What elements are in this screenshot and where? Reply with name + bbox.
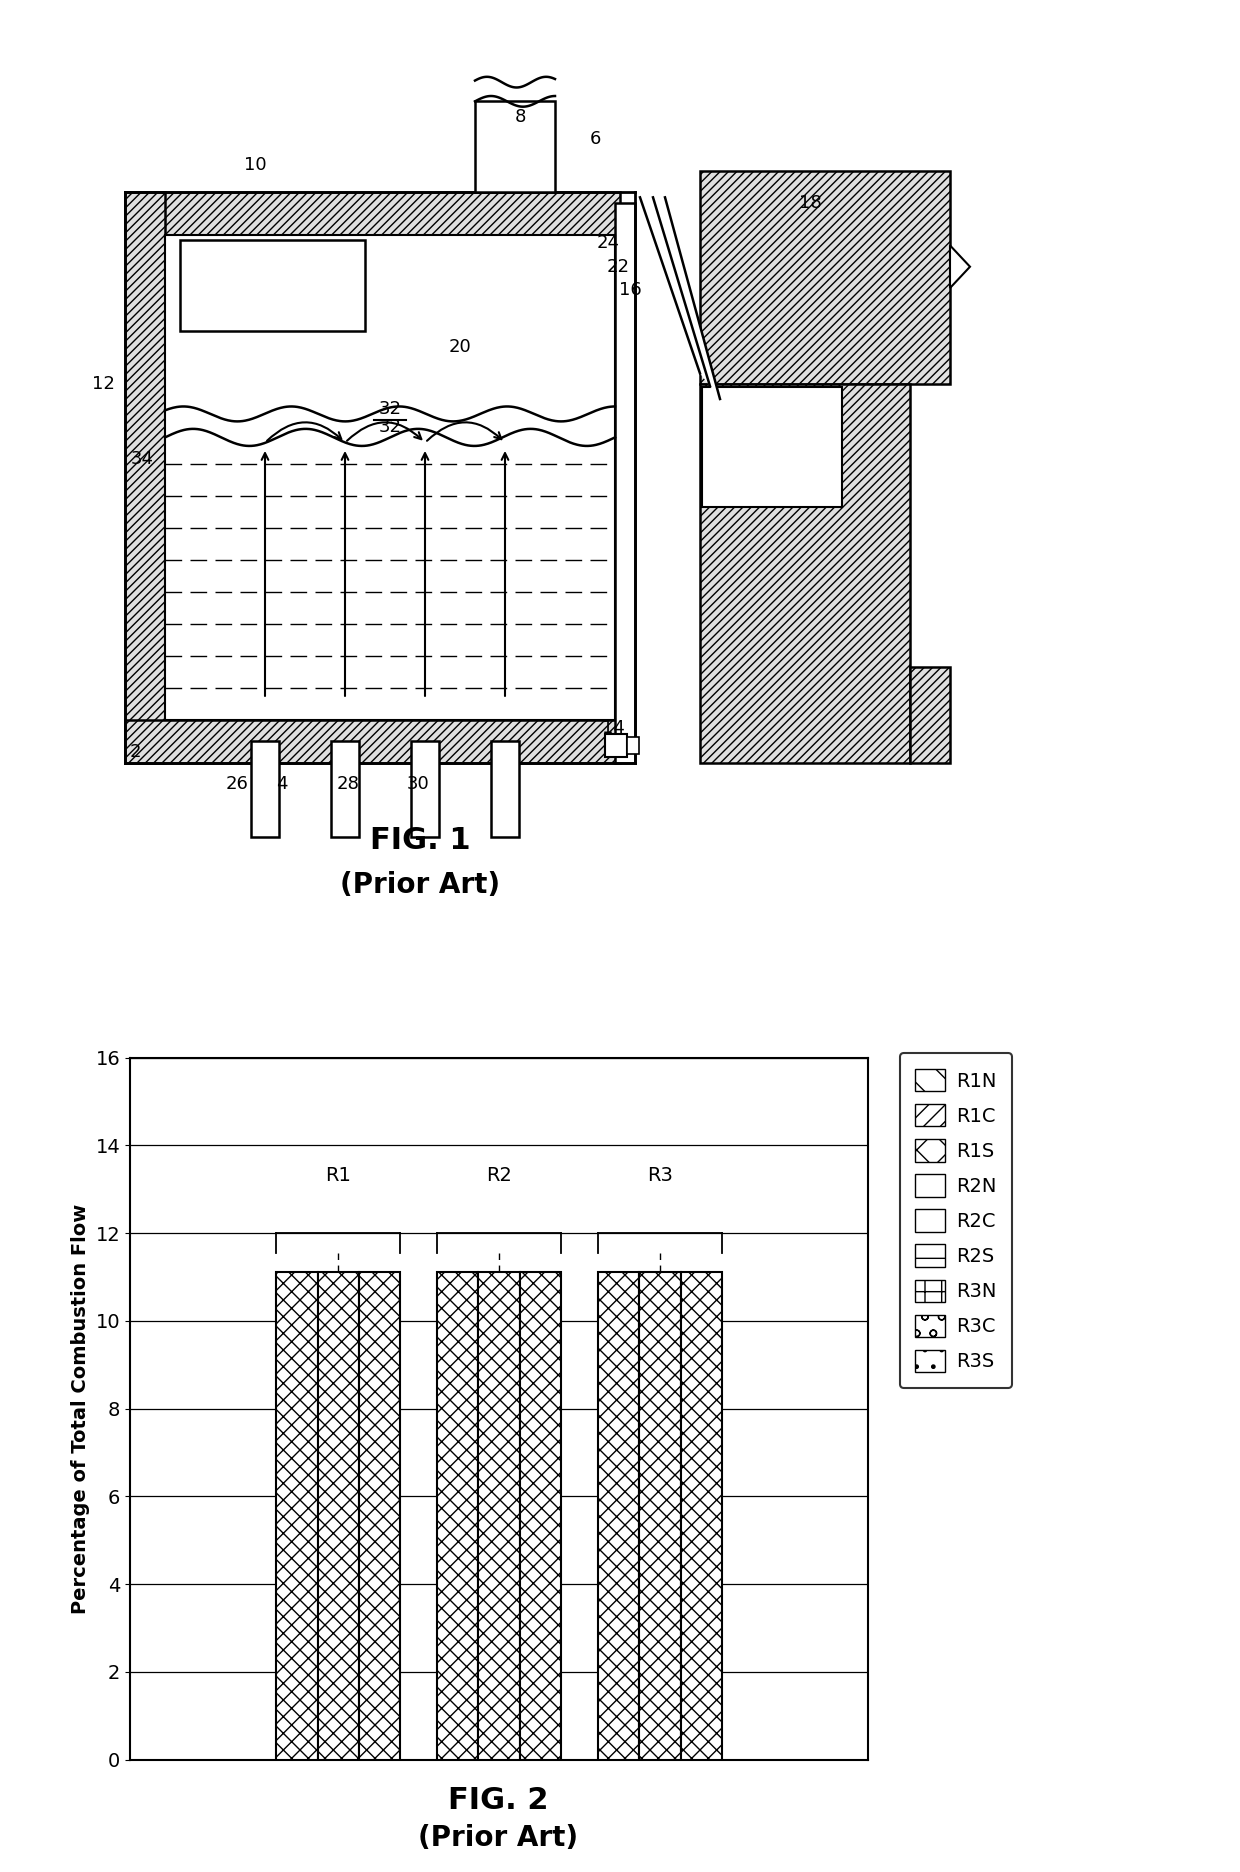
Text: 18: 18 [799, 193, 821, 212]
Text: 24: 24 [596, 234, 620, 253]
Bar [479, 1273, 520, 1760]
Bar [410, 741, 439, 837]
Text: 28: 28 [336, 775, 360, 794]
Text: 14: 14 [601, 719, 625, 736]
Text: 2: 2 [129, 743, 141, 762]
Bar [358, 1273, 401, 1760]
Bar [598, 1273, 640, 1760]
Bar [180, 240, 365, 331]
Y-axis label: Percentage of Total Combustion Flow: Percentage of Total Combustion Flow [71, 1204, 91, 1614]
Bar [615, 202, 635, 762]
Polygon shape [950, 245, 970, 288]
Text: R2: R2 [486, 1166, 512, 1185]
Legend: R1N, R1C, R1S, R2N, R2C, R2S, R3N, R3C, R3S: R1N, R1C, R1S, R2N, R2C, R2S, R3N, R3C, … [900, 1054, 1012, 1387]
Text: 30: 30 [407, 775, 429, 794]
Text: R3: R3 [647, 1166, 673, 1185]
Bar [125, 193, 165, 762]
Bar [125, 193, 620, 234]
Text: FIG. 2: FIG. 2 [448, 1786, 549, 1816]
Text: 10: 10 [244, 157, 267, 174]
Bar [491, 741, 520, 837]
Bar [475, 101, 556, 193]
Text: 4: 4 [277, 775, 288, 794]
Bar [250, 741, 279, 837]
Bar [681, 1273, 722, 1760]
Bar [701, 384, 910, 762]
Text: 22: 22 [606, 258, 630, 275]
Bar [438, 1273, 479, 1760]
Bar [277, 1273, 317, 1760]
Text: R1: R1 [325, 1166, 351, 1185]
Text: 16: 16 [619, 281, 641, 300]
Text: 32: 32 [378, 401, 402, 417]
Bar [627, 738, 639, 754]
Text: 6: 6 [589, 129, 600, 148]
Text: 32: 32 [378, 417, 402, 436]
Bar [331, 741, 360, 837]
Text: 8: 8 [515, 109, 526, 125]
Bar [317, 1273, 358, 1760]
Bar [125, 721, 620, 762]
Bar [910, 666, 950, 762]
Bar [702, 388, 842, 507]
Bar [165, 438, 615, 721]
Text: 12: 12 [92, 374, 114, 393]
Text: 34: 34 [130, 449, 154, 468]
Bar [640, 1273, 681, 1760]
Bar [520, 1273, 560, 1760]
Bar [605, 734, 627, 758]
Text: 20: 20 [449, 337, 471, 356]
Bar [165, 234, 615, 721]
Bar [701, 170, 950, 384]
Text: (Prior Art): (Prior Art) [340, 872, 500, 899]
Text: FIG. 1: FIG. 1 [370, 826, 470, 856]
Polygon shape [640, 197, 720, 399]
Text: (Prior Art): (Prior Art) [418, 1825, 579, 1851]
Text: 26: 26 [226, 775, 248, 794]
